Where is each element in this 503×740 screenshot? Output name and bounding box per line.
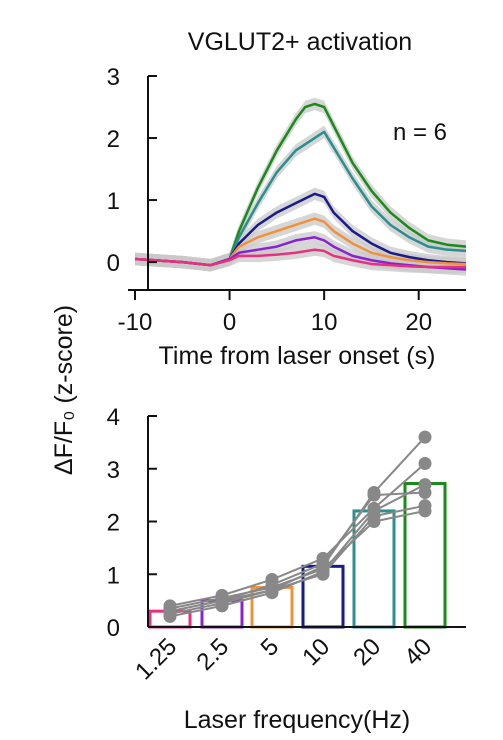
n-annotation: n = 6 — [393, 119, 447, 146]
series-line-6 — [134, 248, 466, 269]
subject-line-1 — [169, 509, 426, 610]
subject-point — [215, 599, 229, 613]
subject-point — [418, 430, 432, 444]
y-axis-label: ΔF/F₀ (z-score) — [50, 305, 78, 475]
bar-y-tick-label: 3 — [107, 457, 120, 484]
line-x-tick-label: 20 — [405, 309, 432, 336]
bar-x-tick-label: 2.5 — [192, 633, 235, 676]
bar-x-axis-label: Laser frequency(Hz) — [184, 706, 410, 734]
bar-x-ticks: 1.25 2.5 5 10 20 40 — [130, 633, 437, 685]
line-x-axis-label: Time from laser onset (s) — [159, 342, 436, 370]
line-y-tick-label: 2 — [107, 126, 120, 153]
subject-point — [367, 504, 381, 518]
bar-x-tick-label: 40 — [399, 633, 437, 671]
bar-x-tick-label: 5 — [256, 633, 285, 662]
subject-point — [367, 485, 381, 499]
subject-line-6 — [169, 483, 426, 618]
line-x-ticks: -10 0 10 20 — [118, 290, 432, 336]
subject-point — [316, 565, 330, 579]
line-x-tick-label: 0 — [223, 309, 236, 336]
bar-y-tick-label: 1 — [107, 562, 120, 589]
bar-x-tick-label: 20 — [348, 633, 386, 671]
bar-x-tick-label: 10 — [297, 633, 335, 671]
bar-plot-area — [148, 430, 447, 629]
subject-point — [265, 573, 279, 587]
line-chart-title: VGLUT2+ activation — [188, 28, 412, 56]
subject-point — [265, 586, 279, 600]
line-y-tick-label: 3 — [107, 64, 120, 91]
line-y-tick-label: 1 — [107, 188, 120, 215]
subject-line-4 — [169, 462, 426, 607]
line-panel: VGLUT2+ activation n = 6 0 1 2 3 -10 0 10 20 T… — [107, 28, 467, 370]
subject-line-5 — [169, 436, 426, 613]
bar-y-tick-label: 2 — [107, 510, 120, 537]
subject-point — [418, 478, 432, 492]
subject-point — [418, 499, 432, 513]
bar-y-tick-label: 4 — [107, 404, 120, 431]
line-x-tick-label: 10 — [311, 309, 338, 336]
line-y-tick-label: 0 — [107, 250, 120, 277]
bar-x-tick-label: 1.25 — [130, 633, 182, 685]
subject-point — [163, 609, 177, 623]
line-plot-area — [134, 97, 467, 276]
line-x-tick-label: -10 — [118, 309, 153, 336]
subject-point — [418, 456, 432, 470]
bar-panel: 0 1 2 3 4 1.25 2.5 5 10 20 40 Laser frequency(Hz) — [107, 404, 466, 734]
bar-y-tick-label: 0 — [107, 615, 120, 642]
line-y-ticks: 0 1 2 3 — [107, 64, 157, 277]
bar-y-ticks: 0 1 2 3 4 — [107, 404, 157, 642]
